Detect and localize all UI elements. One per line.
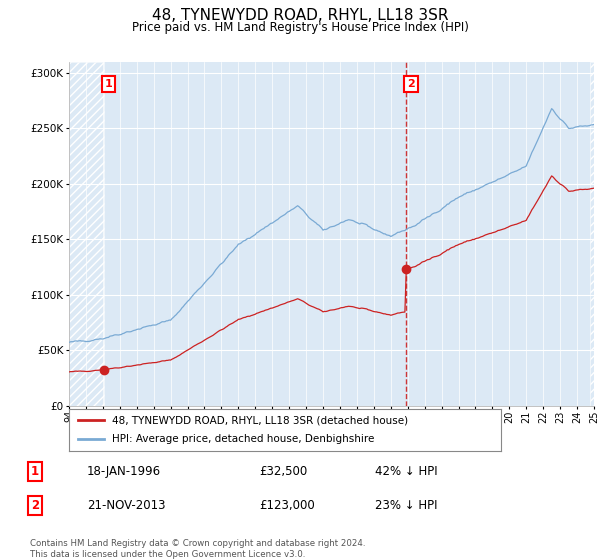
Bar	[69, 62, 104, 406]
Text: 2: 2	[407, 79, 415, 89]
Text: £123,000: £123,000	[260, 499, 316, 512]
Text: 23% ↓ HPI: 23% ↓ HPI	[375, 499, 437, 512]
Text: Contains HM Land Registry data © Crown copyright and database right 2024.
This d: Contains HM Land Registry data © Crown c…	[30, 539, 365, 559]
Text: 2: 2	[31, 499, 39, 512]
Bar	[590, 62, 594, 406]
Text: Price paid vs. HM Land Registry's House Price Index (HPI): Price paid vs. HM Land Registry's House …	[131, 21, 469, 34]
Text: 48, TYNEWYDD ROAD, RHYL, LL18 3SR: 48, TYNEWYDD ROAD, RHYL, LL18 3SR	[152, 8, 448, 24]
Text: 1: 1	[105, 79, 113, 89]
Text: 48, TYNEWYDD ROAD, RHYL, LL18 3SR (detached house): 48, TYNEWYDD ROAD, RHYL, LL18 3SR (detac…	[112, 415, 409, 425]
Text: 18-JAN-1996: 18-JAN-1996	[87, 465, 161, 478]
Text: HPI: Average price, detached house, Denbighshire: HPI: Average price, detached house, Denb…	[112, 435, 374, 445]
Text: 1: 1	[31, 465, 39, 478]
Text: 42% ↓ HPI: 42% ↓ HPI	[375, 465, 437, 478]
Text: 21-NOV-2013: 21-NOV-2013	[87, 499, 166, 512]
Text: £32,500: £32,500	[260, 465, 308, 478]
